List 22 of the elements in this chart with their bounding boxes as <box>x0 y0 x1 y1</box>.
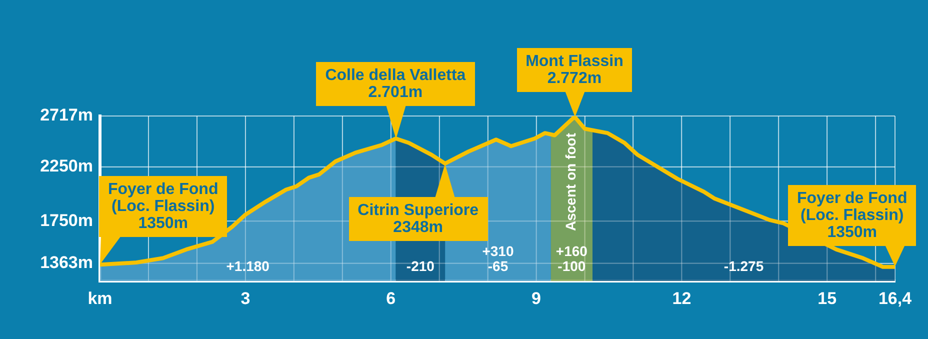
band-label: -1.275 <box>724 258 764 274</box>
band-label: +160 -100 <box>556 242 588 274</box>
y-tick-label: 1750m <box>40 210 93 230</box>
x-tick-label: 15 <box>818 288 837 308</box>
annotation: Ascent on foot <box>562 132 579 231</box>
y-tick-label: 1363m <box>40 252 93 272</box>
x-tick-label: 12 <box>672 288 692 308</box>
x-tick-label: km <box>88 288 112 308</box>
annotation: Colle della Valletta 2.701m <box>316 62 475 106</box>
x-tick-label: 6 <box>386 288 396 308</box>
x-tick-label: 9 <box>532 288 542 308</box>
annotation: Foyer de Fond (Loc. Flassin) 1350m <box>788 185 916 246</box>
x-tick-label: 16,4 <box>878 288 912 308</box>
annotation: Foyer de Fond (Loc. Flassin) 1350m <box>99 176 228 238</box>
annotation: Mont Flassin 2.772m <box>516 48 632 92</box>
annotation: Citrin Superiore 2348m <box>348 196 488 241</box>
y-tick-label: 2250m <box>40 156 93 176</box>
x-tick-label: 3 <box>240 288 250 308</box>
band-label: +1.180 <box>226 258 270 274</box>
band-label: +310 -65 <box>482 242 514 274</box>
y-tick-label: 2717m <box>40 106 93 125</box>
band-label: -210 <box>406 258 435 274</box>
